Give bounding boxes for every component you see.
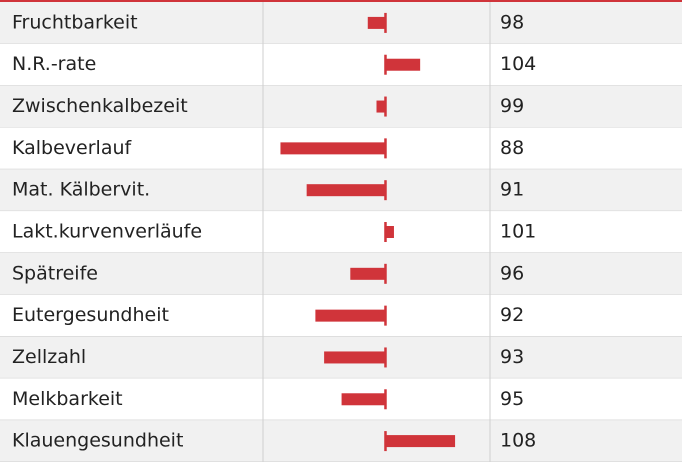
value-text: 101: [500, 221, 536, 243]
baseline-tick: [384, 222, 387, 242]
baseline-tick: [384, 138, 387, 159]
value-text: 108: [500, 430, 536, 452]
bar: [350, 267, 386, 280]
value-text: 93: [500, 346, 524, 368]
baseline-tick: [384, 180, 387, 201]
value-text: 95: [500, 388, 524, 410]
row-label: Melkbarkeit: [12, 388, 123, 410]
value-text: 96: [500, 262, 524, 284]
baseline-tick: [384, 263, 387, 284]
bar: [376, 100, 386, 113]
bar: [324, 351, 386, 364]
baseline-tick: [384, 54, 387, 75]
row-bg: [0, 252, 682, 295]
bar: [341, 393, 386, 406]
row-label: Mat. Kälbervit.: [12, 179, 150, 201]
baseline-tick: [384, 96, 387, 117]
row-bg: [0, 85, 682, 128]
bar: [315, 309, 386, 322]
value-text: 104: [500, 53, 536, 75]
row-bg: [0, 420, 682, 462]
value-text: 91: [500, 179, 524, 201]
row-label: Fruchtbarkeit: [12, 11, 138, 33]
row-label: N.R.-rate: [12, 53, 96, 75]
bar: [385, 58, 421, 71]
value-text: 98: [500, 11, 524, 33]
value-text: 92: [500, 304, 524, 326]
baseline-tick: [384, 347, 387, 368]
value-text: 88: [500, 137, 524, 159]
baseline-tick: [384, 389, 387, 410]
row-bg: [0, 378, 682, 421]
row-bg: [0, 211, 682, 253]
top-rule: [0, 0, 682, 2]
bar: [385, 226, 394, 238]
row-label: Klauengesundheit: [12, 430, 183, 452]
value-text: 99: [500, 95, 524, 117]
row-label: Kalbeverlauf: [12, 137, 133, 159]
baseline-tick: [384, 431, 387, 452]
bar: [367, 16, 386, 29]
baseline-tick: [384, 12, 387, 33]
bar: [280, 142, 386, 155]
row-label: Zellzahl: [12, 346, 86, 368]
row-label: Zwischenkalbezeit: [12, 95, 188, 117]
bar: [385, 435, 456, 448]
row-bg: [0, 43, 682, 86]
row-label: Lakt.kurvenverläufe: [12, 221, 202, 243]
bar: [306, 184, 386, 197]
baseline-tick: [384, 305, 387, 326]
row-bg: [0, 2, 682, 44]
row-label: Spätreife: [12, 262, 98, 284]
row-label: Eutergesundheit: [12, 304, 169, 326]
